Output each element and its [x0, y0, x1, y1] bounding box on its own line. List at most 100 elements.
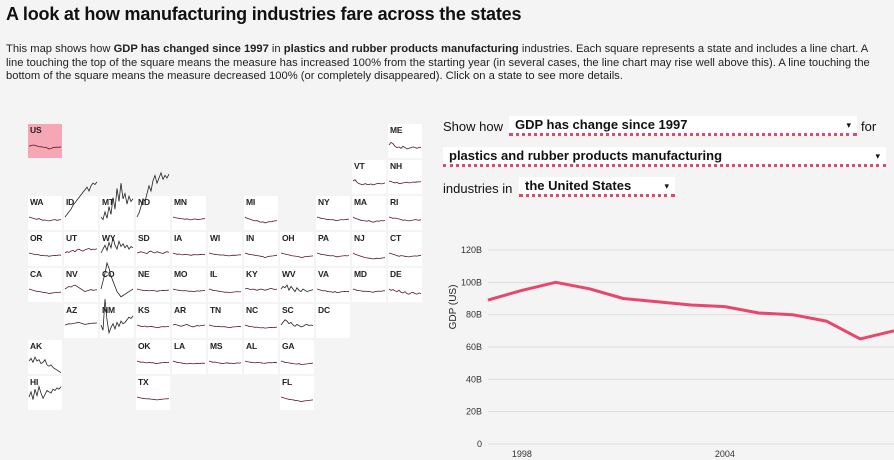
- state-sparkline: [136, 324, 170, 329]
- state-tile-oh[interactable]: OH: [280, 232, 314, 266]
- state-tile-ia[interactable]: IA: [172, 232, 206, 266]
- sparkline-path: [136, 288, 170, 292]
- state-tile-tx[interactable]: TX: [136, 376, 170, 410]
- state-tile-nm[interactable]: NM: [100, 298, 134, 338]
- state-tile-nd[interactable]: ND: [136, 171, 170, 230]
- state-tile-label: WY: [102, 233, 116, 243]
- state-tile-wy[interactable]: WY: [100, 232, 134, 266]
- state-tile-wv[interactable]: WV: [280, 268, 314, 302]
- state-tile-tn[interactable]: TN: [208, 304, 242, 338]
- state-tile-co[interactable]: CO: [100, 261, 134, 302]
- state-sparkline: [316, 252, 350, 258]
- sparkline-path: [244, 287, 278, 291]
- for-label: for: [861, 119, 877, 134]
- state-tile-label: ID: [66, 197, 75, 207]
- sparkline-path: [172, 216, 206, 221]
- state-tile-mt[interactable]: MT: [100, 183, 134, 230]
- state-tile-al[interactable]: AL: [244, 340, 278, 374]
- state-tile-vt[interactable]: VT: [352, 160, 386, 194]
- state-tile-hi[interactable]: HI: [28, 376, 62, 410]
- state-tile-md[interactable]: MD: [352, 268, 386, 302]
- state-sparkline: [388, 216, 422, 222]
- state-tile-ca[interactable]: CA: [28, 268, 62, 302]
- state-tile-label: WA: [30, 197, 44, 207]
- state-tile-sc[interactable]: SC: [280, 304, 314, 338]
- state-tile-ga[interactable]: GA: [280, 340, 314, 374]
- industry-select[interactable]: plastics and rubber products manufacturi…: [443, 147, 886, 167]
- state-tile-ak[interactable]: AK: [28, 340, 62, 374]
- state-tile-wi[interactable]: WI: [208, 232, 242, 266]
- state-tile-ky[interactable]: KY: [244, 268, 278, 302]
- state-tile-nh[interactable]: NH: [388, 160, 422, 194]
- state-tile-ny[interactable]: NY: [316, 196, 350, 230]
- chevron-down-icon: ▾: [846, 120, 851, 130]
- sparkline-path: [244, 216, 278, 224]
- state-tile-ne[interactable]: NE: [136, 268, 170, 302]
- state-tile-mn[interactable]: MN: [172, 196, 206, 230]
- page-title: A look at how manufacturing industries f…: [6, 4, 522, 24]
- state-tile-mo[interactable]: MO: [172, 268, 206, 302]
- sparkline-path: [244, 324, 278, 329]
- state-tile-label: RI: [390, 197, 399, 207]
- state-tile-va[interactable]: VA: [316, 268, 350, 302]
- state-tile-fl[interactable]: FL: [280, 376, 314, 410]
- sparkline-path: [172, 323, 206, 328]
- sparkline-path: [136, 250, 170, 255]
- state-tile-pa[interactable]: PA: [316, 232, 350, 266]
- state-tile-la[interactable]: LA: [172, 340, 206, 374]
- state-tile-dc[interactable]: DC: [316, 304, 350, 338]
- state-tile-label: KY: [246, 269, 258, 279]
- y-tick-label: 20B: [466, 407, 482, 417]
- region-select-value: the United States: [525, 178, 632, 193]
- state-tile-ok[interactable]: OK: [136, 340, 170, 374]
- state-tile-nv[interactable]: NV: [64, 268, 98, 302]
- sparkline-path: [244, 360, 278, 364]
- state-tile-sd[interactable]: SD: [136, 232, 170, 266]
- state-tile-ut[interactable]: UT: [64, 232, 98, 266]
- state-tile-ar[interactable]: AR: [172, 304, 206, 338]
- sparkline-path: [208, 360, 242, 365]
- state-tile-il[interactable]: IL: [208, 268, 242, 302]
- state-tile-me[interactable]: ME: [388, 124, 422, 158]
- sparkline-path: [100, 183, 134, 221]
- chevron-down-icon: ▾: [664, 181, 669, 191]
- state-tile-ma[interactable]: MA: [352, 196, 386, 230]
- state-tile-label: MD: [354, 269, 367, 279]
- y-tick-label: 60B: [466, 342, 482, 352]
- state-sparkline: [388, 288, 422, 295]
- state-tile-label: DE: [390, 269, 402, 279]
- sparkline-path: [388, 216, 422, 222]
- state-tile-in[interactable]: IN: [244, 232, 278, 266]
- state-tile-id[interactable]: ID: [64, 181, 98, 230]
- sparkline-path: [316, 288, 350, 294]
- state-tile-or[interactable]: OR: [28, 232, 62, 266]
- state-sparkline: [208, 288, 242, 294]
- state-tile-nc[interactable]: NC: [244, 304, 278, 338]
- state-sparkline: [100, 298, 134, 335]
- state-tile-ct[interactable]: CT: [388, 232, 422, 266]
- state-tile-label: MA: [354, 197, 367, 207]
- y-tick-label: 40B: [466, 374, 482, 384]
- sparkline-path: [388, 288, 422, 295]
- state-tile-us[interactable]: US: [28, 124, 62, 158]
- sparkline-path: [280, 396, 314, 403]
- state-tile-ri[interactable]: RI: [388, 196, 422, 230]
- state-sparkline: [316, 288, 350, 294]
- state-tile-de[interactable]: DE: [388, 268, 422, 302]
- state-tile-mi[interactable]: MI: [244, 196, 278, 230]
- state-tile-az[interactable]: AZ: [64, 304, 98, 338]
- state-sparkline: [172, 288, 206, 293]
- state-tile-ks[interactable]: KS: [136, 304, 170, 338]
- sparkline-path: [28, 252, 62, 257]
- measure-select[interactable]: GDP has change since 1997 ▾: [509, 116, 857, 136]
- state-tile-wa[interactable]: WA: [28, 196, 62, 230]
- state-tile-label: HI: [30, 377, 39, 387]
- state-tile-label: VA: [318, 269, 329, 279]
- state-tile-nj[interactable]: NJ: [352, 232, 386, 266]
- state-sparkline: [280, 396, 314, 403]
- sparkline-path: [100, 261, 134, 298]
- region-select[interactable]: the United States ▾: [519, 177, 675, 197]
- state-sparkline: [28, 385, 62, 400]
- state-tile-ms[interactable]: MS: [208, 340, 242, 374]
- state-tile-label: FL: [282, 377, 292, 387]
